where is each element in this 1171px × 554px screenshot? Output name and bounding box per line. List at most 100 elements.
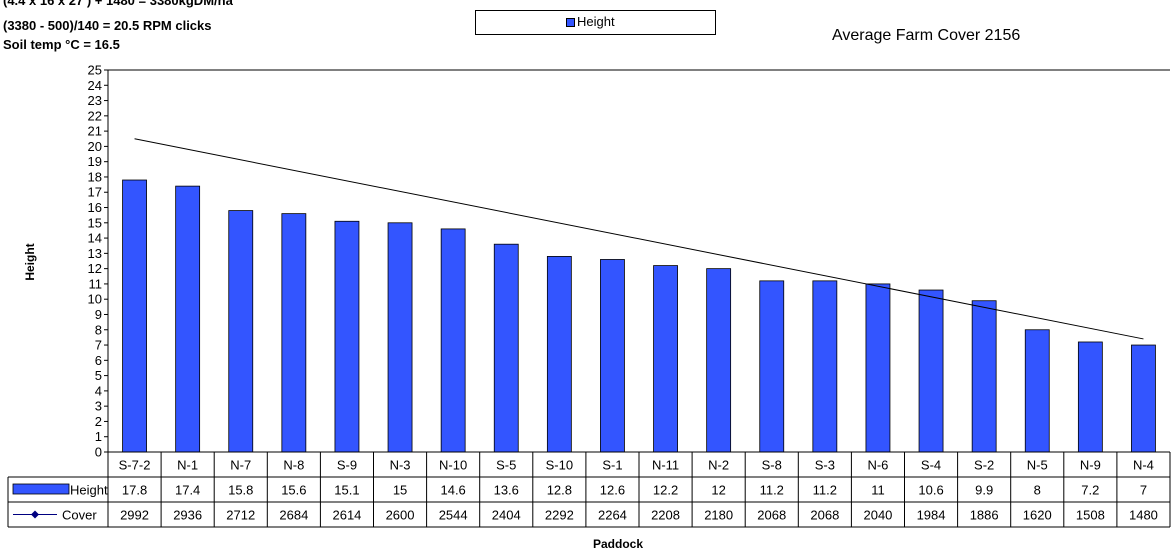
x-tick-label: S-1 bbox=[602, 458, 622, 473]
table-cover-value: 2068 bbox=[757, 508, 786, 523]
table-height-value: 12.2 bbox=[653, 483, 678, 498]
table-cover-value: 2208 bbox=[651, 508, 680, 523]
table-cover-value: 2404 bbox=[492, 508, 521, 523]
y-tick-label: 17 bbox=[88, 185, 102, 200]
x-tick-label: N-3 bbox=[390, 458, 411, 473]
bar-height bbox=[334, 220, 360, 453]
table-height-value: 7.2 bbox=[1081, 483, 1099, 498]
x-axis-label: Paddock bbox=[592, 537, 644, 551]
y-tick-label: 20 bbox=[88, 139, 102, 154]
y-tick-label: 14 bbox=[88, 231, 102, 246]
x-tick-label: N-8 bbox=[283, 458, 304, 473]
table-height-value: 11.2 bbox=[813, 483, 837, 498]
legend-height-swatch bbox=[566, 18, 575, 27]
target-trend-line bbox=[134, 138, 1144, 340]
table-height-value: 8 bbox=[1034, 483, 1041, 498]
y-tick-label: 22 bbox=[88, 108, 102, 123]
y-tick-label: 0 bbox=[95, 445, 102, 460]
y-tick-label: 13 bbox=[88, 246, 102, 261]
y-tick-label: 7 bbox=[95, 338, 102, 353]
bar-height bbox=[971, 300, 997, 453]
y-tick-label: 10 bbox=[88, 292, 102, 307]
bar-height bbox=[812, 280, 838, 453]
table-cover-value: 1480 bbox=[1129, 508, 1158, 523]
x-tick-label: N-6 bbox=[867, 458, 888, 473]
x-tick-label: N-2 bbox=[708, 458, 729, 473]
y-tick-label: 25 bbox=[88, 63, 102, 78]
x-tick-label: S-5 bbox=[496, 458, 516, 473]
bar-height bbox=[440, 228, 466, 453]
table-height-value: 12 bbox=[711, 483, 725, 498]
x-tick-label: S-8 bbox=[762, 458, 782, 473]
cover-calculation-note: (4.4 x 16 x 27 ) + 1480 = 3380kgDM/ha bbox=[3, 0, 233, 8]
y-tick-label: 23 bbox=[88, 93, 102, 108]
y-tick-label: 16 bbox=[88, 200, 102, 215]
bar-height bbox=[653, 265, 678, 453]
table-height-value: 15.8 bbox=[228, 483, 253, 498]
x-tick-label: N-7 bbox=[230, 458, 251, 473]
bar-height bbox=[759, 280, 785, 453]
y-tick-label: 12 bbox=[88, 261, 102, 276]
bar-height bbox=[546, 256, 572, 453]
table-cover-value: 2600 bbox=[386, 508, 415, 523]
table-cover-value: 2712 bbox=[226, 508, 255, 523]
y-tick-label: 19 bbox=[88, 154, 102, 169]
bar-height bbox=[281, 213, 307, 453]
table-cover-value: 2040 bbox=[863, 508, 892, 523]
table-cover-value: 2614 bbox=[332, 508, 361, 523]
table-cover-value: 2544 bbox=[439, 508, 468, 523]
table-height-value: 17.8 bbox=[122, 483, 147, 498]
table-height-value: 11.2 bbox=[760, 483, 784, 498]
table-cover-value: 1508 bbox=[1076, 508, 1105, 523]
y-tick-label: 9 bbox=[95, 307, 102, 322]
bar-height bbox=[1077, 341, 1103, 453]
table-height-value: 12.6 bbox=[600, 483, 625, 498]
table-cover-value: 2992 bbox=[120, 508, 149, 523]
x-tick-label: S-2 bbox=[974, 458, 994, 473]
x-tick-label: S-3 bbox=[815, 458, 835, 473]
y-tick-label: 11 bbox=[89, 276, 103, 291]
bar-height bbox=[228, 210, 254, 453]
table-cover-value: 2936 bbox=[173, 508, 202, 523]
table-height-value: 15.6 bbox=[281, 483, 306, 498]
table-cover-marker bbox=[31, 510, 39, 519]
x-tick-label: S-10 bbox=[546, 458, 573, 473]
table-height-value: 11 bbox=[871, 483, 885, 498]
x-tick-label: N-5 bbox=[1027, 458, 1048, 473]
x-tick-label: S-4 bbox=[921, 458, 941, 473]
x-tick-label: N-4 bbox=[1133, 458, 1154, 473]
rpm-calculation-note: (3380 - 500)/140 = 20.5 RPM clicks bbox=[3, 18, 212, 33]
table-cover-value: 1886 bbox=[970, 508, 999, 523]
y-tick-label: 15 bbox=[88, 215, 102, 230]
x-tick-label: N-1 bbox=[177, 458, 198, 473]
table-cover-value: 2180 bbox=[704, 508, 733, 523]
table-height-swatch bbox=[12, 483, 70, 495]
table-row-label-height: Height bbox=[70, 483, 108, 498]
table-height-value: 15 bbox=[393, 483, 407, 498]
legend-height-label: Height bbox=[577, 14, 615, 29]
bar-height bbox=[387, 222, 413, 453]
bar-height bbox=[1131, 344, 1156, 453]
bar-height bbox=[600, 259, 625, 453]
table-cover-value: 2068 bbox=[810, 508, 839, 523]
x-tick-label: N-11 bbox=[652, 458, 679, 473]
table-height-value: 10.6 bbox=[918, 483, 943, 498]
bar-height bbox=[175, 185, 201, 453]
x-tick-label: N-9 bbox=[1080, 458, 1101, 473]
soil-temp-note: Soil temp °C = 16.5 bbox=[3, 37, 120, 52]
table-cover-value: 1620 bbox=[1023, 508, 1052, 523]
y-tick-label: 3 bbox=[95, 399, 102, 414]
table-height-value: 14.6 bbox=[440, 483, 465, 498]
table-height-value: 7 bbox=[1140, 483, 1147, 498]
y-tick-label: 2 bbox=[95, 414, 102, 429]
table-cover-value: 1984 bbox=[917, 508, 946, 523]
y-tick-label: 4 bbox=[95, 383, 102, 398]
bar-height bbox=[493, 243, 519, 453]
y-tick-label: 6 bbox=[95, 353, 102, 368]
x-tick-label: S-9 bbox=[337, 458, 357, 473]
x-tick-label: N-10 bbox=[439, 458, 467, 473]
bar-height bbox=[122, 179, 147, 453]
y-tick-label: 21 bbox=[88, 124, 102, 139]
bar-height bbox=[706, 268, 732, 453]
table-cover-value: 2292 bbox=[545, 508, 574, 523]
